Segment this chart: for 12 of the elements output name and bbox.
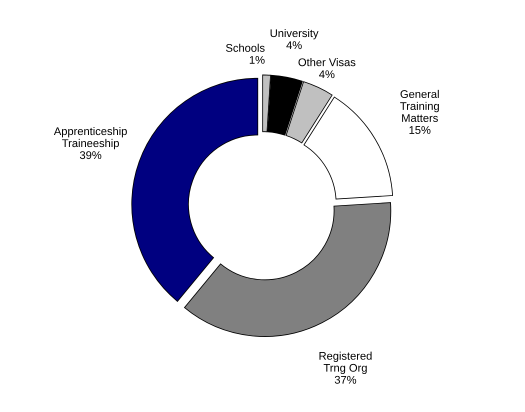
data-label: 4% xyxy=(286,41,302,50)
slice-label: Schools xyxy=(226,44,265,52)
slice-label: General Training Matters xyxy=(400,90,439,122)
data-label: 37% xyxy=(334,376,356,384)
slice-label: Registered Trng Org xyxy=(319,352,372,374)
data-label: 39% xyxy=(80,151,102,160)
slice-label: Apprenticeship Traineeship xyxy=(54,126,127,150)
data-label: 4% xyxy=(319,70,335,78)
data-label: 15% xyxy=(409,126,430,134)
slice-label: Other Visas xyxy=(298,58,356,66)
data-label: 1% xyxy=(250,56,265,64)
slice-label: University xyxy=(270,28,319,40)
